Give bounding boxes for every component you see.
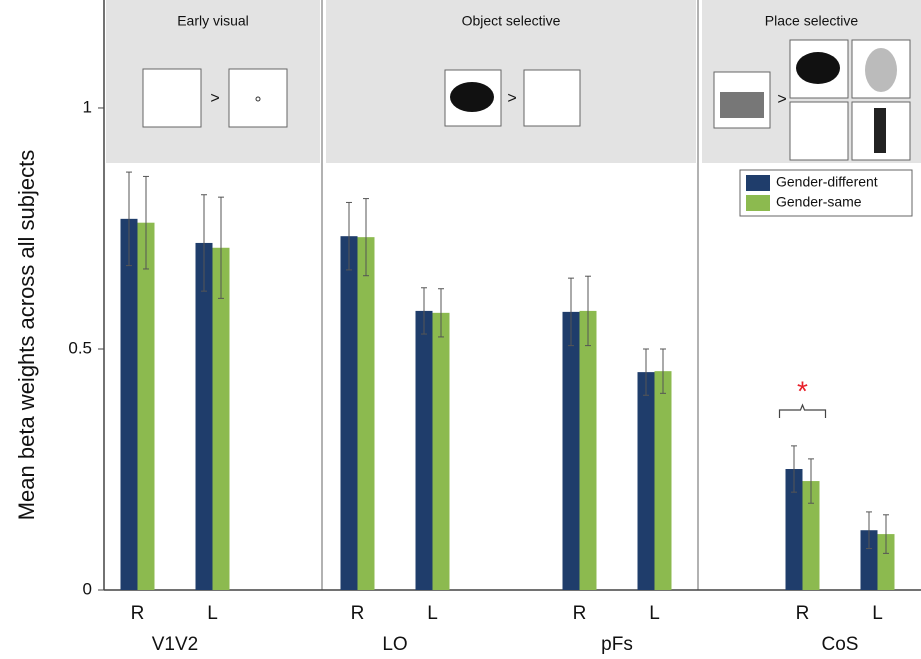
- bar: [196, 243, 213, 590]
- bar: [433, 313, 450, 590]
- x-tick-label: L: [872, 603, 883, 624]
- y-tick-label: 0.5: [68, 338, 92, 357]
- group-label: V1V2: [152, 634, 198, 655]
- comparison-symbol: >: [210, 90, 219, 107]
- cap: [796, 52, 840, 84]
- chart: Early visual > Object selective > Place sele…: [0, 0, 921, 659]
- group-label: CoS: [822, 634, 859, 655]
- y-tick-label: 0: [83, 579, 92, 598]
- x-tick-label: L: [207, 603, 218, 624]
- cap: [450, 82, 494, 112]
- x-tick-label: R: [573, 603, 587, 624]
- group-label: pFs: [601, 634, 633, 655]
- noise-image: [143, 69, 201, 127]
- noise-image: [790, 102, 848, 160]
- noise-image: [524, 70, 580, 126]
- legend-swatch: [746, 195, 770, 211]
- face: [865, 48, 897, 92]
- x-tick-label: L: [427, 603, 438, 624]
- body: [874, 108, 886, 153]
- comparison-symbol: >: [507, 90, 516, 107]
- bar: [416, 311, 433, 590]
- house: [720, 92, 764, 118]
- panel-title: Early visual: [177, 13, 249, 29]
- group-label: LO: [382, 634, 407, 655]
- x-tick-label: R: [351, 603, 365, 624]
- bar: [138, 223, 155, 590]
- significance-bracket: [780, 405, 826, 418]
- fixation-image: [229, 69, 287, 127]
- bar: [121, 219, 138, 590]
- legend-label: Gender-different: [776, 174, 878, 190]
- y-axis-label: Mean beta weights across all subjects: [14, 150, 39, 521]
- bar: [358, 237, 375, 590]
- legend-swatch: [746, 175, 770, 191]
- y-tick-label: 1: [83, 97, 92, 116]
- bar: [563, 312, 580, 590]
- significance-star: *: [797, 375, 808, 406]
- x-tick-label: L: [649, 603, 660, 624]
- x-tick-label: R: [131, 603, 145, 624]
- comparison-symbol: >: [777, 91, 786, 108]
- panel-title: Place selective: [765, 13, 859, 29]
- bar: [580, 311, 597, 590]
- bar: [213, 248, 230, 590]
- bar: [638, 372, 655, 590]
- bar: [341, 236, 358, 590]
- bar: [655, 371, 672, 590]
- x-tick-label: R: [796, 603, 810, 624]
- panel-title: Object selective: [462, 13, 561, 29]
- legend-label: Gender-same: [776, 194, 862, 210]
